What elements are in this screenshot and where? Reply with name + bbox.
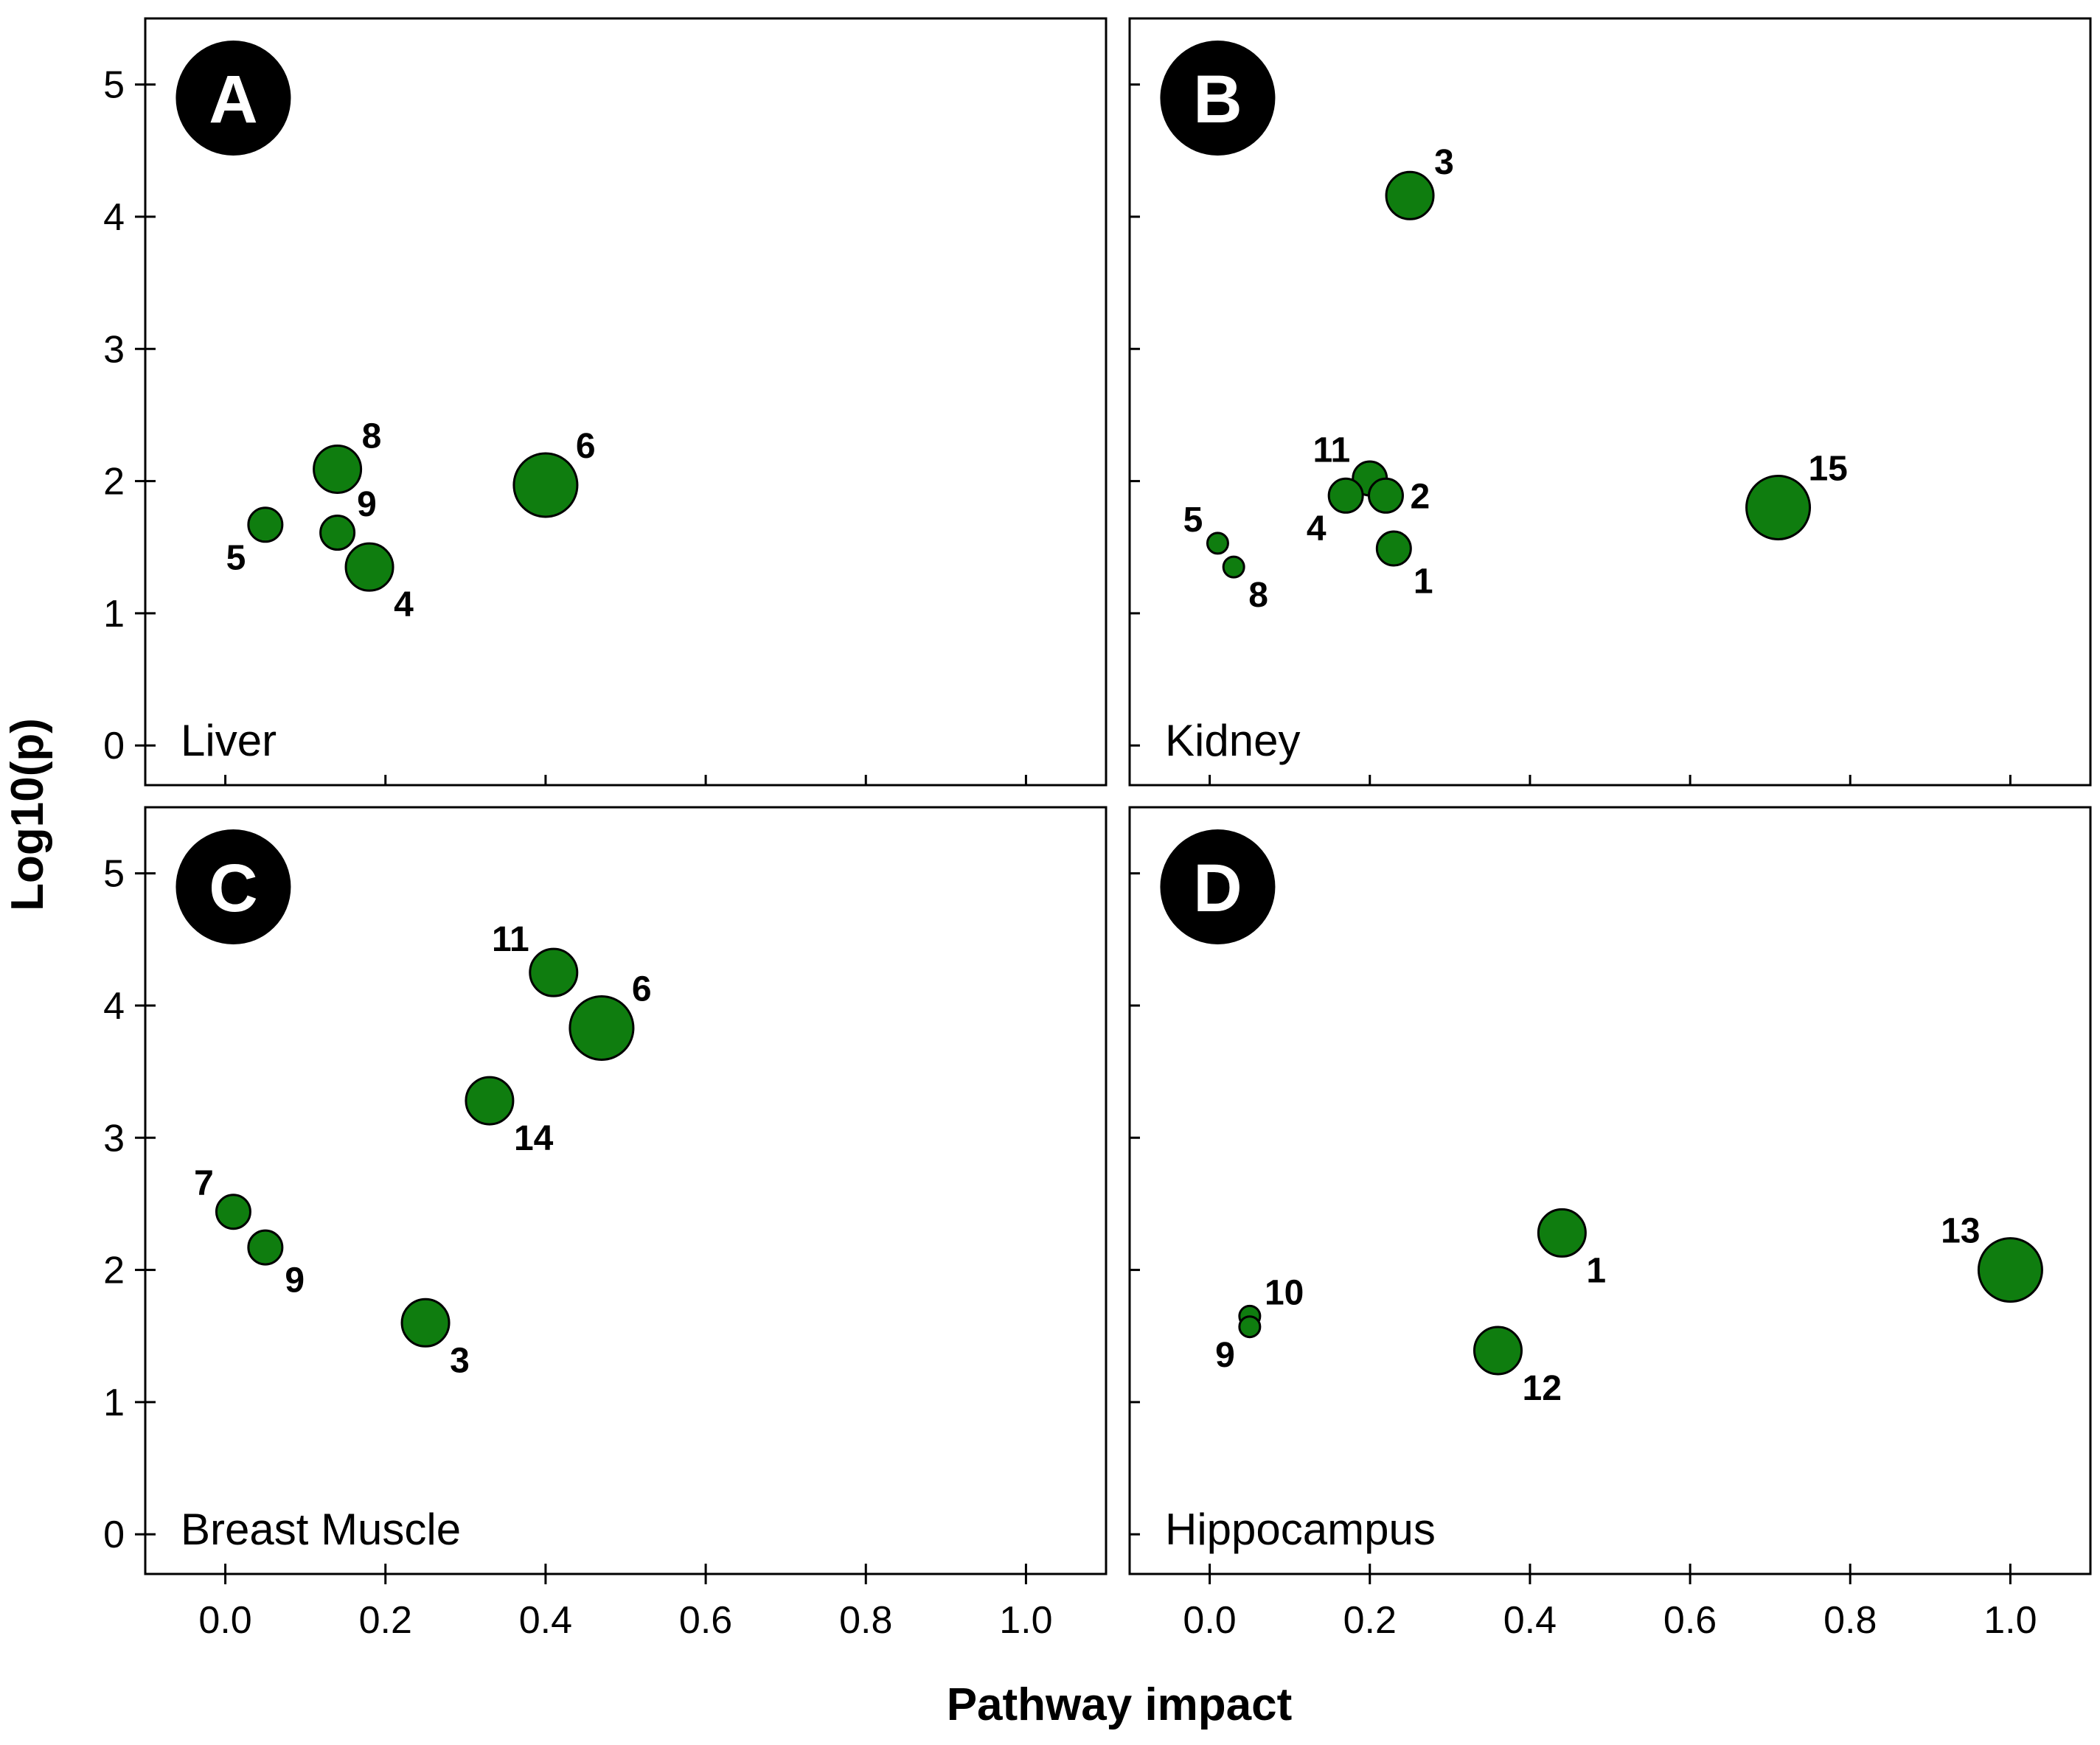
panel-badge-letter: C (209, 851, 257, 926)
data-point-label: 4 (394, 585, 414, 624)
panel-frame (144, 806, 1108, 1575)
data-point (1473, 1326, 1523, 1376)
tissue-label: Hippocampus (1165, 1505, 1436, 1554)
y-tick-label: 4 (103, 985, 125, 1028)
data-point-label: 8 (362, 417, 382, 456)
data-point (1206, 532, 1229, 555)
data-point-label: 4 (1307, 509, 1327, 548)
data-point-label: 1 (1414, 562, 1433, 602)
data-point (1375, 530, 1412, 567)
panel-badge-letter: A (209, 62, 257, 137)
data-point (247, 506, 284, 543)
panel-badge-letter: B (1193, 62, 1242, 137)
data-point-label: 11 (1312, 431, 1350, 470)
panel-badge-letter: D (1193, 851, 1242, 926)
y-tick-label: 3 (103, 1117, 125, 1160)
panel-c: 0 1 2 3 4 5 0.0 0.2 0.4 0.6 0.8 1.0 C Breast Muscle 11… (103, 806, 1108, 1642)
panel-frame (1128, 17, 2092, 787)
data-point (319, 515, 356, 551)
x-tick-label: 1.0 (1983, 1599, 2037, 1642)
panel-badge-circle (1160, 41, 1276, 156)
data-point (1222, 555, 1245, 579)
data-point-label: 5 (226, 538, 246, 577)
x-tick-label: 0.2 (359, 1599, 412, 1642)
data-point (313, 444, 363, 494)
y-tick-label: 2 (103, 1250, 125, 1292)
panel-badge-circle (175, 41, 291, 156)
data-point-label: 9 (285, 1261, 305, 1300)
panel-d: 0.0 0.2 0.4 0.6 0.8 1.0 D Hippocampus 1 13 10 9 12 (1128, 806, 2092, 1642)
x-tick-label: 0.0 (1183, 1599, 1236, 1642)
x-tick-label: 0.0 (198, 1599, 251, 1642)
panel-frame (144, 17, 1108, 787)
panel-badge-circle (1160, 829, 1276, 944)
y-tick-label: 1 (103, 1382, 125, 1424)
data-point (512, 452, 579, 518)
y-tick-label: 0 (103, 725, 125, 767)
data-point-label: 3 (1434, 143, 1454, 182)
data-point-label: 7 (194, 1164, 214, 1203)
y-axis-title: Log10(p) (2, 718, 53, 911)
y-tick-label: 2 (103, 461, 125, 504)
data-point-label: 15 (1808, 449, 1847, 488)
data-point-label: 8 (1248, 576, 1268, 615)
x-tick-label: 0.6 (1663, 1599, 1717, 1642)
data-point (344, 542, 394, 592)
x-tick-label: 0.8 (1823, 1599, 1877, 1642)
x-axis-title: Pathway impact (947, 1679, 1293, 1730)
data-point (1745, 474, 1812, 540)
data-point (569, 995, 635, 1061)
y-tick-label: 0 (103, 1514, 125, 1556)
data-point-label: 3 (450, 1341, 470, 1380)
x-tick-label: 0.6 (679, 1599, 732, 1642)
data-point (1385, 170, 1435, 220)
panel-badge-circle (175, 829, 291, 944)
data-point (247, 1229, 284, 1266)
tissue-label: Liver (181, 716, 277, 765)
data-point-label: 13 (1941, 1212, 1980, 1251)
y-tick-label: 5 (103, 64, 125, 107)
data-point (1327, 477, 1364, 514)
data-point-label: 2 (1410, 477, 1430, 516)
panel-a: 0 1 2 3 4 5 A Liver 5 8 9 4 6 (103, 17, 1108, 787)
data-point (1537, 1208, 1587, 1258)
data-point (1367, 477, 1404, 514)
data-point-label: 6 (632, 969, 652, 1009)
data-point-label: 5 (1183, 501, 1203, 540)
data-point (1238, 1315, 1262, 1339)
data-point-label: 1 (1586, 1251, 1606, 1290)
y-tick-label: 1 (103, 593, 125, 635)
data-point (215, 1194, 251, 1230)
panel-frame (1128, 806, 2092, 1575)
y-tick-label: 3 (103, 328, 125, 371)
x-tick-label: 0.2 (1343, 1599, 1397, 1642)
x-tick-label: 0.4 (519, 1599, 572, 1642)
data-point-label: 10 (1265, 1273, 1304, 1312)
data-point-label: 14 (514, 1119, 554, 1158)
x-tick-label: 1.0 (999, 1599, 1052, 1642)
data-point-label: 11 (492, 920, 529, 959)
x-tick-label: 0.4 (1503, 1599, 1557, 1642)
data-point (400, 1298, 451, 1348)
data-point-label: 9 (357, 485, 377, 524)
tissue-label: Kidney (1165, 716, 1300, 765)
x-tick-label: 0.8 (839, 1599, 892, 1642)
data-point (529, 947, 579, 997)
data-point-label: 9 (1215, 1336, 1235, 1375)
tissue-label: Breast Muscle (181, 1505, 461, 1554)
y-tick-label: 5 (103, 853, 125, 896)
data-point-label: 12 (1523, 1369, 1562, 1408)
data-point-label: 6 (576, 427, 596, 466)
data-point (1977, 1237, 2043, 1303)
y-tick-label: 4 (103, 196, 125, 239)
data-point (465, 1076, 515, 1126)
